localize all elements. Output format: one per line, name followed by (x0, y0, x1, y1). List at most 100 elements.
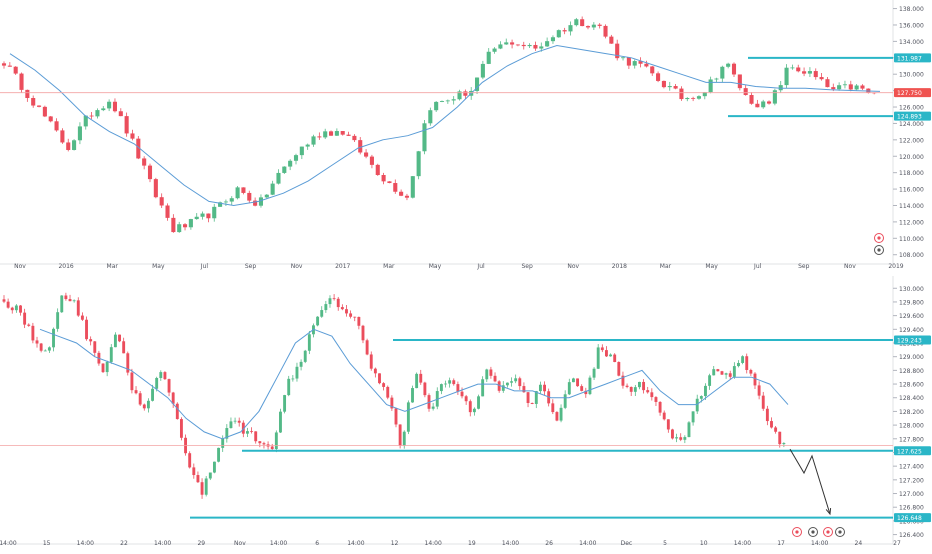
candle-down (521, 44, 526, 47)
price-tick-label: 128.000 (899, 423, 924, 430)
bottom-price-panel[interactable]: 126.400126.600126.800127.000127.200127.4… (0, 276, 931, 547)
candle-down (646, 390, 650, 393)
level-price-label: 127.625 (897, 448, 922, 455)
candle-up (83, 115, 88, 127)
candle-up (550, 37, 556, 42)
time-tick-label: 14:00 (347, 540, 364, 547)
level-price-label: 131.987 (897, 55, 922, 62)
time-tick-label: 14:00 (579, 540, 596, 547)
candle-down (613, 354, 617, 363)
candle-down (716, 369, 720, 372)
candle-down (819, 77, 824, 80)
price-tick-label: 128.800 (899, 368, 924, 375)
candle-up (43, 350, 47, 352)
candle-down (369, 354, 373, 369)
candle-down (31, 98, 36, 106)
level-price-label: 127.750 (897, 90, 922, 97)
time-tick-label: Dec (621, 540, 633, 547)
candle-down (825, 79, 830, 88)
candle-down (731, 63, 737, 75)
candle-down (489, 369, 493, 376)
candle-up (428, 110, 433, 124)
candle-down (167, 379, 171, 393)
price-tick-label: 120.000 (899, 154, 924, 161)
time-tick-label: 17 (777, 540, 785, 547)
candle-down (753, 373, 757, 386)
candle-down (19, 73, 24, 90)
candle-down (346, 134, 351, 136)
candle-down (147, 165, 153, 180)
candle-up (107, 101, 112, 109)
candle-up (712, 369, 716, 376)
candle-down (13, 66, 18, 74)
candle-up (633, 387, 637, 392)
candle-down (497, 381, 501, 391)
candle-down (765, 408, 769, 422)
candle-up (410, 176, 415, 198)
candle-down (64, 295, 68, 300)
candle-down (671, 429, 674, 439)
time-tick-label: May (705, 263, 718, 270)
candle-down (749, 95, 754, 104)
candle-down (142, 404, 146, 409)
candle-down (142, 158, 147, 166)
price-tick-label: 129.800 (899, 299, 924, 306)
candle-down (80, 315, 84, 320)
candle-down (381, 175, 386, 182)
price-tick-label: 128.200 (899, 409, 924, 416)
price-tick-label: 114.000 (899, 203, 924, 210)
candle-up (303, 350, 307, 362)
candle-down (25, 89, 30, 99)
time-tick-label: Jul (476, 263, 485, 270)
candle-up (177, 224, 182, 233)
candle-up (334, 131, 339, 136)
candle-down (720, 371, 724, 375)
price-tick-label: 127.400 (899, 464, 924, 471)
candle-up (480, 63, 485, 78)
time-tick-label: 14:00 (502, 540, 519, 547)
projection-arrow[interactable] (789, 448, 831, 515)
time-tick-label: 14:00 (0, 540, 17, 547)
candle-down (530, 403, 534, 404)
candle-up (492, 48, 497, 52)
candle-up (837, 85, 842, 90)
candle-up (472, 408, 476, 413)
candle-down (749, 369, 753, 374)
level-price-label: 129.243 (897, 338, 922, 345)
candle-down (691, 97, 696, 99)
candle-down (638, 61, 643, 64)
candle-up (504, 42, 509, 45)
candle-down (336, 298, 340, 308)
candle-down (112, 101, 118, 112)
candle-down (126, 353, 130, 373)
moving-average-line (39, 328, 789, 440)
candle-up (287, 378, 291, 396)
price-tick-label: 136.000 (899, 22, 924, 29)
candle-up (316, 316, 320, 326)
candle-up (474, 77, 480, 91)
candle-up (159, 372, 163, 378)
price-tick-label: 126.400 (899, 532, 924, 539)
price-tick-label: 128.600 (899, 382, 924, 389)
price-tick-label: 127.200 (899, 477, 924, 484)
candle-down (609, 36, 614, 44)
candle-down (153, 179, 158, 198)
price-tick-label: 126.000 (899, 105, 924, 112)
candle-down (175, 403, 179, 420)
candle-down (2, 299, 6, 302)
candle-down (576, 378, 580, 387)
candle-down (518, 378, 522, 387)
candle-up (691, 411, 695, 423)
candle-up (683, 437, 687, 440)
candle-up (790, 67, 795, 69)
top-price-panel[interactable]: 108.000 110.000 112.000 114.000 116.000 118.0… (0, 0, 931, 270)
candle-up (538, 384, 542, 392)
price-tick-label: 138.000 (899, 6, 924, 13)
time-tick-label: 14:00 (270, 540, 287, 547)
candle-up (588, 377, 592, 395)
time-tick-label: Sep (522, 263, 534, 270)
candle-down (39, 343, 43, 351)
price-tick-label: 128.400 (899, 395, 924, 402)
time-tick-label: Nov (567, 263, 579, 270)
candle-down (101, 363, 105, 373)
